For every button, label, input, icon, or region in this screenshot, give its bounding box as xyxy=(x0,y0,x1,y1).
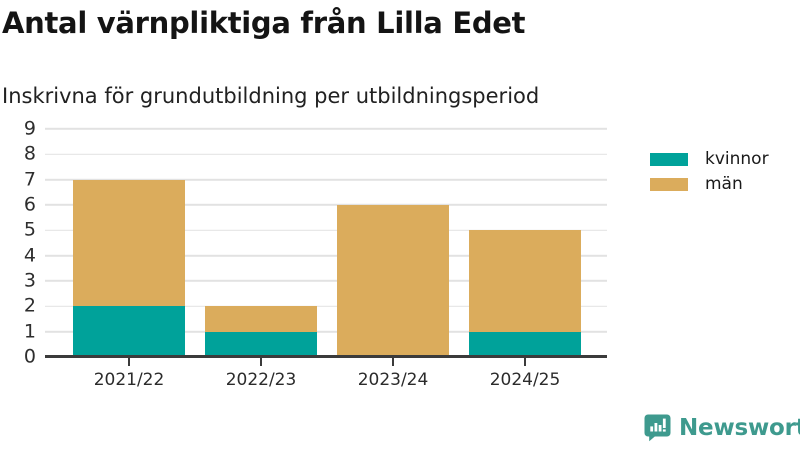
x-tick-label-2023/24: 2023/24 xyxy=(357,370,429,390)
gridline-5 xyxy=(45,229,607,232)
chart-title: Antal värnpliktiga från Lilla Edet xyxy=(2,6,526,40)
legend: kvinnor män xyxy=(650,148,769,202)
gridline-9 xyxy=(45,128,607,130)
y-tick-label-7: 7 xyxy=(23,168,36,191)
x-axis-labels: 2021/22 2022/23 2023/24 2024/25 xyxy=(45,358,607,398)
gridline-8 xyxy=(45,153,607,156)
bar-segment-2022/23-män xyxy=(205,306,317,332)
legend-label-kvinnor: kvinnor xyxy=(705,148,769,169)
bar-segment-2024/25-kvinnor xyxy=(469,331,581,357)
newsworthy-speech-bubble-icon xyxy=(644,414,671,442)
y-tick-label-3: 3 xyxy=(23,269,36,292)
gridline-4 xyxy=(45,254,607,257)
x-tick-label-2022/23: 2022/23 xyxy=(225,370,297,390)
y-tick-label-6: 6 xyxy=(23,193,36,216)
x-tick-2023/24 xyxy=(392,358,394,366)
x-tick-2021/22 xyxy=(128,358,130,366)
x-tick-2022/23 xyxy=(260,358,262,366)
y-tick-label-8: 8 xyxy=(23,142,36,165)
y-tick-label-0: 0 xyxy=(23,345,36,368)
legend-item-kvinnor: kvinnor xyxy=(650,148,769,169)
y-tick-label-2: 2 xyxy=(23,294,36,317)
legend-item-män: män xyxy=(650,173,769,194)
y-tick-label-9: 9 xyxy=(23,117,36,140)
plot-area xyxy=(45,128,607,357)
gridline-1 xyxy=(45,330,607,333)
x-tick-label-2021/22: 2021/22 xyxy=(93,370,165,390)
brand-logo: Newsworthy xyxy=(643,413,800,442)
brand-name: Newsworthy xyxy=(679,414,800,441)
bar-segment-2024/25-män xyxy=(469,230,581,332)
legend-swatch-män xyxy=(650,177,688,191)
chart-subtitle: Inskrivna för grundutbildning per utbild… xyxy=(2,84,540,108)
bar-segment-2023/24-män xyxy=(337,205,449,357)
gridline-2 xyxy=(45,305,607,308)
gridline-3 xyxy=(45,280,607,282)
bar-segment-2022/23-kvinnor xyxy=(205,331,317,357)
bar-segment-2021/22-kvinnor xyxy=(73,306,185,357)
gridline-7 xyxy=(45,178,607,181)
legend-swatch-kvinnor xyxy=(650,152,688,166)
x-tick-2024/25 xyxy=(524,358,526,366)
x-axis-line xyxy=(45,355,607,358)
y-tick-label-1: 1 xyxy=(23,320,36,343)
bar-segment-2021/22-män xyxy=(73,179,185,307)
y-tick-label-4: 4 xyxy=(23,244,36,267)
y-tick-label-5: 5 xyxy=(23,218,36,241)
gridline-6 xyxy=(45,204,607,206)
x-tick-label-2024/25: 2024/25 xyxy=(489,370,561,390)
legend-label-män: män xyxy=(705,173,743,194)
